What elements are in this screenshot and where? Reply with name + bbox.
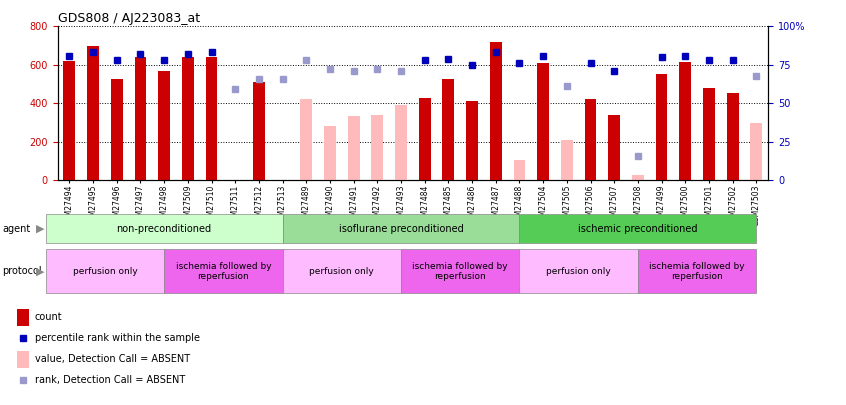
- Bar: [348, 116, 360, 180]
- Bar: [17, 309, 29, 326]
- Text: ▶: ▶: [36, 266, 45, 276]
- Bar: [135, 57, 146, 180]
- Bar: [63, 61, 75, 180]
- Bar: [679, 62, 691, 180]
- Bar: [727, 93, 739, 180]
- Bar: [324, 126, 336, 180]
- Bar: [182, 57, 194, 180]
- Text: non-preconditioned: non-preconditioned: [117, 224, 212, 234]
- Bar: [519, 214, 756, 243]
- Text: ▶: ▶: [36, 224, 45, 234]
- Text: ischemic preconditioned: ischemic preconditioned: [578, 224, 698, 234]
- Bar: [401, 249, 519, 293]
- Bar: [46, 214, 283, 243]
- Text: perfusion only: perfusion only: [310, 267, 374, 276]
- Bar: [46, 249, 164, 293]
- Bar: [537, 63, 549, 180]
- Bar: [632, 175, 644, 180]
- Bar: [585, 100, 596, 180]
- Bar: [253, 82, 265, 180]
- Text: percentile rank within the sample: percentile rank within the sample: [35, 333, 200, 343]
- Text: agent: agent: [3, 224, 30, 234]
- Text: GDS808 / AJ223083_at: GDS808 / AJ223083_at: [58, 12, 200, 25]
- Bar: [514, 160, 525, 180]
- Bar: [656, 75, 667, 180]
- Bar: [442, 79, 454, 180]
- Bar: [283, 214, 519, 243]
- Text: protocol: protocol: [3, 266, 42, 276]
- Text: ischemia followed by
reperfusion: ischemia followed by reperfusion: [649, 262, 745, 281]
- Bar: [17, 351, 29, 369]
- Text: ischemia followed by
reperfusion: ischemia followed by reperfusion: [412, 262, 508, 281]
- Bar: [750, 122, 762, 180]
- Bar: [283, 249, 401, 293]
- Bar: [371, 115, 383, 180]
- Bar: [87, 46, 99, 180]
- Bar: [419, 98, 431, 180]
- Bar: [206, 57, 217, 180]
- Bar: [158, 70, 170, 180]
- Bar: [519, 249, 638, 293]
- Bar: [638, 249, 756, 293]
- Text: count: count: [35, 312, 63, 322]
- Text: perfusion only: perfusion only: [547, 267, 611, 276]
- Bar: [395, 105, 407, 180]
- Text: value, Detection Call = ABSENT: value, Detection Call = ABSENT: [35, 354, 190, 364]
- Bar: [164, 249, 283, 293]
- Bar: [561, 140, 573, 180]
- Text: rank, Detection Call = ABSENT: rank, Detection Call = ABSENT: [35, 375, 185, 385]
- Bar: [608, 115, 620, 180]
- Bar: [300, 100, 312, 180]
- Text: ischemia followed by
reperfusion: ischemia followed by reperfusion: [175, 262, 272, 281]
- Text: perfusion only: perfusion only: [73, 267, 137, 276]
- Text: isoflurane preconditioned: isoflurane preconditioned: [338, 224, 464, 234]
- Bar: [111, 79, 123, 180]
- Bar: [466, 101, 478, 180]
- Bar: [490, 42, 502, 180]
- Bar: [703, 88, 715, 180]
